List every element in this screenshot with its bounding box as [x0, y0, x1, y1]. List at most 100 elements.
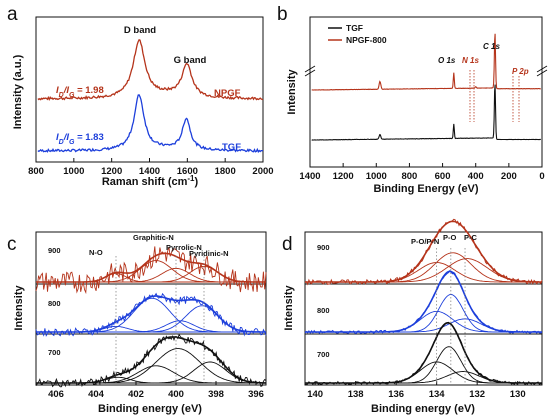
- x-tick-label: 600: [435, 171, 451, 182]
- x-tick-label: 396: [248, 389, 264, 400]
- fit-envelope-700: [36, 336, 266, 384]
- x-tick-label: 1800: [215, 166, 236, 177]
- d-band-label: D band: [124, 25, 156, 36]
- x-tick-label: 140: [307, 389, 323, 400]
- peak-label-c1s: C 1s: [483, 42, 500, 51]
- x-tick-label: 800: [401, 171, 417, 182]
- panel-b-ylabel: Intensity: [286, 69, 298, 115]
- component-label-no: N-O: [89, 248, 103, 257]
- panel-d-plots: [304, 218, 543, 386]
- raw-spectrum-900: [304, 218, 543, 286]
- peak-label-p2p: P 2p: [512, 67, 529, 76]
- fit-envelope-900: [305, 220, 542, 283]
- component-label-pyrrolic: Pyrrolic-N: [166, 243, 202, 252]
- g-band-label: G band: [174, 55, 207, 66]
- x-tick-label: 1600: [177, 166, 198, 177]
- x-tick-label: 1000: [366, 171, 387, 182]
- panel-a-xticks: 800 1000 1200 1400 1600 1800 2000: [28, 158, 274, 177]
- x-tick-label: 132: [469, 389, 485, 400]
- component-label-pop: P-O/P-N: [411, 237, 439, 246]
- x-tick-label: 1000: [63, 166, 84, 177]
- x-tick-label: 130: [510, 389, 526, 400]
- panel-d-xlabel: Binding energy (eV): [371, 403, 475, 415]
- axis-break-marks: [304, 65, 548, 77]
- component-label-pyridinic: Pyridinic-N: [189, 249, 229, 258]
- panel-d-xticks: 140 138 136 134 132 130: [307, 381, 526, 400]
- panel-label-a: a: [7, 4, 18, 25]
- peak-label-o1s: O 1s: [438, 56, 456, 65]
- peak-guides: [469, 70, 520, 122]
- raw-spectrum-800: [35, 292, 267, 337]
- panel-c-xticks: 406 404 402 400 398 396: [48, 381, 264, 400]
- x-tick-label: 398: [208, 389, 224, 400]
- x-tick-label: 400: [168, 389, 184, 400]
- ratio-label-tgf: ID/IG = 1.83: [56, 132, 104, 146]
- series-line-tgf-b: [311, 84, 542, 141]
- component-label-po: P-O: [443, 233, 457, 242]
- fit-envelope-700: [305, 321, 542, 384]
- panel-label-c: c: [7, 234, 17, 255]
- fit-component-700-0: [305, 361, 542, 384]
- sample-label-800-c: 800: [48, 299, 61, 308]
- fit-component-700-1: [305, 346, 542, 384]
- sample-label-900-d: 900: [317, 243, 330, 252]
- component-label-pc: P-C: [464, 233, 478, 242]
- panel-a: 800 1000 1200 1400 1600 1800 2000 Raman shift …: [12, 16, 274, 189]
- fit-envelope-900: [36, 252, 266, 283]
- sample-label-800-d: 800: [317, 306, 330, 315]
- fit-component-800-2: [305, 318, 542, 333]
- panel-b: 1400 1200 1000 800 600 400 200 0 Binding Energy…: [286, 16, 548, 195]
- series-line-npgf-800: [311, 33, 541, 91]
- x-tick-label: 2000: [252, 166, 273, 177]
- panel-a-xlabel: Raman shift (cm-1): [102, 174, 199, 189]
- fit-component-700-2: [305, 371, 542, 384]
- panel-b-xticks: 1400 1200 1000 800 600 400 200 0: [299, 163, 545, 182]
- sample-label-900-c: 900: [48, 246, 61, 255]
- panel-label-d: d: [282, 234, 293, 255]
- panel-c-frame: [35, 231, 267, 386]
- panel-c-xlabel: Binding energy (eV): [98, 403, 202, 415]
- series-label-tgf: TGF: [222, 142, 241, 153]
- x-tick-label: 1400: [299, 171, 320, 182]
- fit-component-700-2: [36, 348, 266, 384]
- legend-label-npgf-800: NPGF-800: [346, 35, 387, 45]
- raw-spectrum-700: [35, 333, 267, 388]
- panel-c-ylabel: Intensity: [13, 285, 25, 331]
- x-tick-label: 406: [48, 389, 64, 400]
- peak-label-n1s: N 1s: [462, 56, 479, 65]
- panel-d: 140 138 136 134 132 130 Binding energy (eV) I…: [283, 218, 543, 415]
- panel-b-xlabel: Binding Energy (eV): [373, 183, 478, 195]
- x-tick-label: 138: [348, 389, 364, 400]
- series-line-tgf: [37, 94, 264, 154]
- panel-a-ylabel: Intensity (a.u.): [12, 54, 24, 129]
- x-tick-label: 1200: [333, 171, 354, 182]
- x-tick-label: 134: [429, 389, 446, 400]
- sample-label-700-c: 700: [48, 348, 61, 357]
- sample-label-700-d: 700: [317, 350, 330, 359]
- x-tick-label: 1200: [101, 166, 122, 177]
- raw-spectrum-900: [35, 246, 267, 295]
- x-tick-label: 200: [501, 171, 517, 182]
- fit-envelope-800: [36, 295, 266, 333]
- panel-d-ylabel: Intensity: [283, 285, 295, 331]
- series-line-npgf: [37, 39, 264, 101]
- panel-c-plots: [35, 246, 267, 388]
- ratio-label-npgf: ID/IG = 1.98: [56, 85, 104, 99]
- x-tick-label: 0: [539, 171, 544, 182]
- fit-envelope-800: [305, 270, 542, 333]
- x-tick-label: 402: [128, 389, 144, 400]
- x-tick-label: 400: [468, 171, 484, 182]
- x-tick-label: 800: [28, 166, 44, 177]
- fit-component-900-0: [305, 262, 542, 283]
- x-tick-label: 404: [88, 389, 105, 400]
- legend-label-tgf: TGF: [346, 23, 363, 33]
- panel-label-b: b: [277, 4, 288, 25]
- panel-c: 406 404 402 400 398 396 Binding energy (eV) I…: [13, 231, 267, 415]
- component-label-graphitic: Graphitic-N: [133, 233, 174, 242]
- x-tick-label: 136: [388, 389, 404, 400]
- fit-component-700-0: [36, 376, 266, 384]
- panel-d-frame: [304, 231, 543, 386]
- panel-b-frame: [309, 16, 543, 168]
- series-label-npgf: NPGF: [214, 88, 241, 99]
